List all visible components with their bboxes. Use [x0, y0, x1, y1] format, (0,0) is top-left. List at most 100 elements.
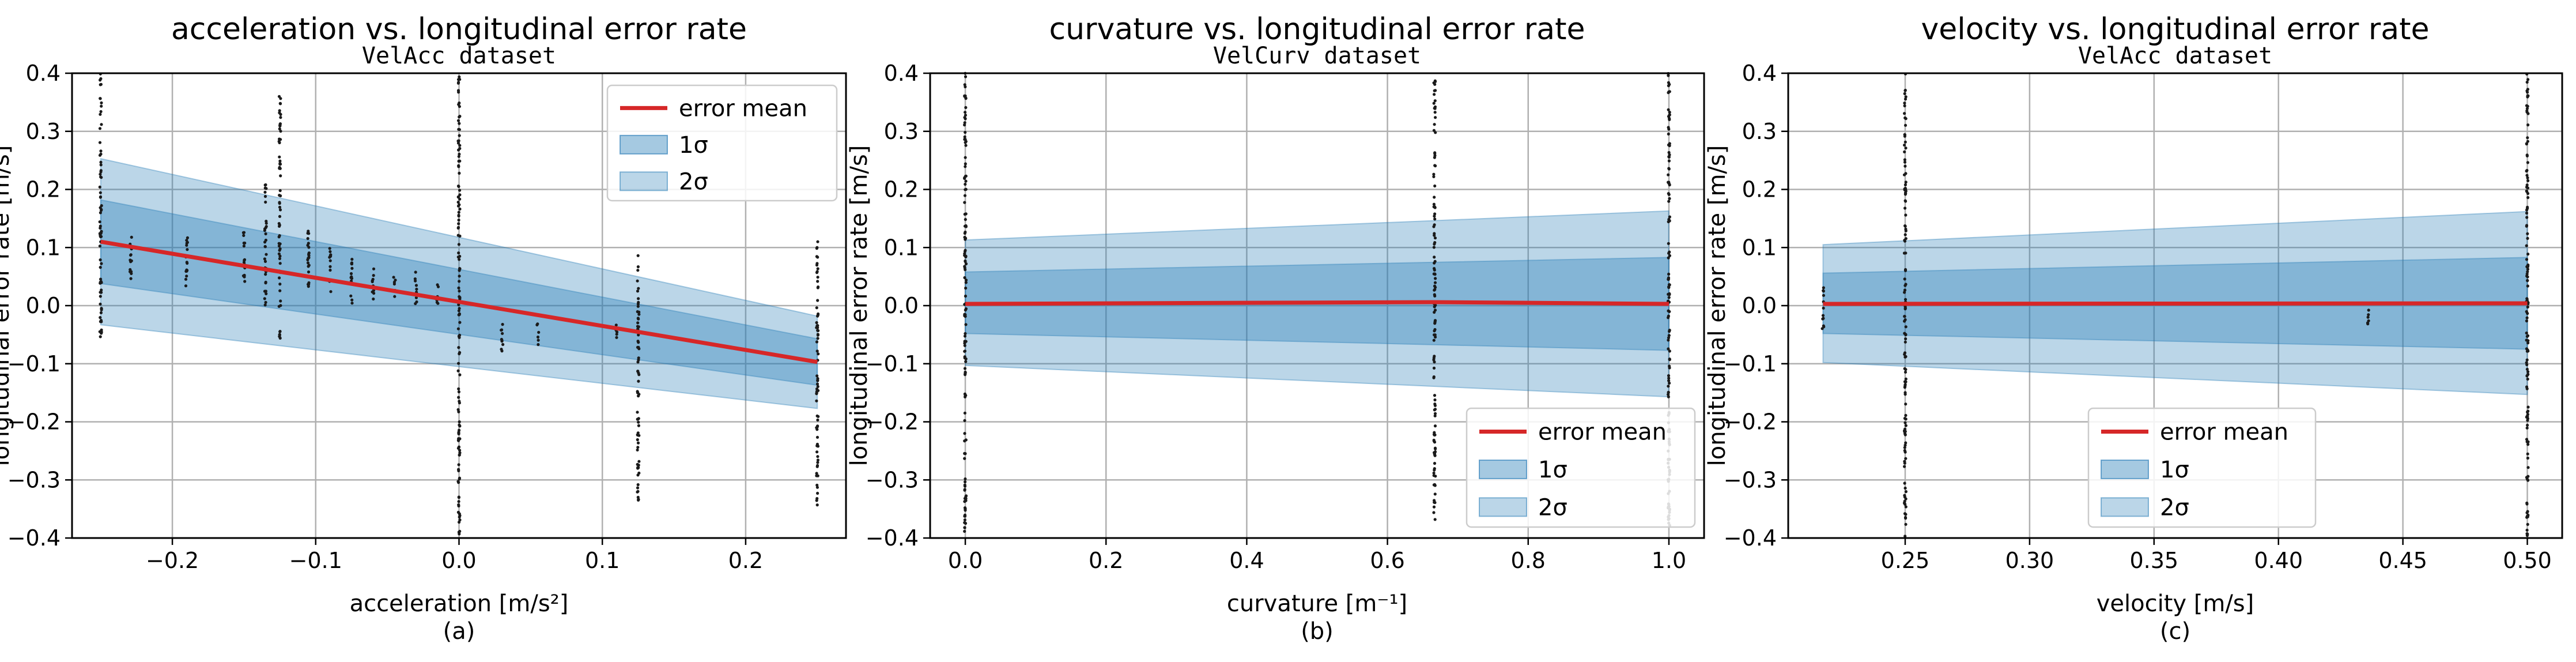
data-point: [964, 279, 968, 282]
data-point: [2526, 409, 2530, 413]
data-point: [964, 507, 967, 511]
data-point: [636, 254, 640, 257]
data-point: [1904, 377, 1908, 381]
data-point: [1903, 160, 1907, 164]
data-point: [964, 309, 967, 312]
x-tick-label: 0.25: [1881, 548, 1930, 573]
data-point: [1433, 518, 1437, 521]
data-point: [1433, 431, 1436, 434]
data-point: [278, 276, 281, 280]
data-point: [636, 321, 640, 325]
data-point: [964, 85, 967, 89]
data-point: [2525, 367, 2529, 371]
data-point: [1668, 381, 1671, 385]
data-point: [263, 289, 267, 293]
data-point: [264, 300, 267, 304]
data-point: [1903, 224, 1907, 228]
data-point: [265, 221, 268, 225]
legend-label: 1σ: [1538, 457, 1567, 483]
data-point: [2526, 452, 2529, 456]
data-point: [2525, 363, 2529, 367]
data-point: [1668, 293, 1671, 296]
y-tick-label: −0.4: [7, 525, 61, 551]
data-point: [963, 457, 966, 460]
data-point: [1904, 333, 1908, 337]
data-point: [457, 251, 460, 255]
data-point: [1432, 175, 1436, 178]
panel-label: (b): [1301, 618, 1334, 645]
x-tick-label: −0.1: [289, 548, 342, 573]
data-point: [2525, 265, 2529, 269]
data-point: [99, 82, 103, 86]
data-point: [2526, 334, 2530, 337]
data-point: [456, 408, 460, 412]
data-point: [277, 242, 281, 245]
data-point: [1904, 95, 1908, 99]
data-point: [242, 234, 245, 237]
data-point: [1904, 441, 1908, 445]
legend: error mean 1σ 2σ: [1465, 407, 1696, 528]
data-point: [2525, 104, 2528, 107]
data-point: [636, 490, 639, 494]
data-point: [2525, 80, 2529, 84]
error-mean-line: [965, 300, 1669, 306]
data-point: [100, 123, 103, 126]
y-axis-label: longitudinal error rate [m/s]: [846, 145, 872, 467]
data-point: [186, 261, 189, 265]
data-point: [637, 424, 640, 427]
data-point: [1432, 511, 1436, 514]
data-point: [349, 272, 353, 276]
data-point: [615, 336, 618, 339]
data-point: [2526, 236, 2529, 240]
data-point: [278, 189, 282, 193]
data-point: [963, 392, 966, 396]
data-point: [2525, 258, 2529, 261]
data-point: [964, 156, 967, 159]
data-point: [1904, 368, 1908, 371]
data-point: [815, 486, 819, 489]
legend-label: 1σ: [2160, 457, 2189, 483]
data-point: [963, 94, 966, 97]
data-point: [816, 458, 819, 462]
data-point: [458, 146, 462, 151]
data-point: [1433, 461, 1437, 465]
y-axis-label: longitudinal error rate [m/s]: [0, 145, 14, 467]
data-point: [2525, 107, 2529, 110]
data-point: [99, 97, 102, 100]
data-point: [99, 311, 103, 315]
data-point: [99, 277, 103, 281]
data-point: [1822, 286, 1825, 289]
data-point: [1904, 522, 1908, 526]
data-point: [2526, 275, 2529, 279]
y-tick-label: −0.4: [1724, 525, 1777, 551]
data-point: [1668, 183, 1671, 187]
y-tick-label: 0.3: [1742, 119, 1777, 144]
x-tick-label: 0.35: [2129, 548, 2178, 573]
data-point: [815, 382, 819, 386]
data-point: [458, 171, 461, 175]
data-point: [815, 399, 818, 403]
data-point: [1667, 285, 1671, 289]
data-point: [637, 466, 640, 469]
data-point: [457, 496, 461, 499]
data-point: [2525, 426, 2529, 430]
data-point: [815, 435, 819, 439]
data-point: [2525, 183, 2529, 187]
data-point: [963, 484, 967, 488]
data-point: [816, 333, 819, 337]
data-point: [99, 152, 103, 156]
data-point: [1904, 146, 1908, 150]
data-point: [264, 200, 267, 204]
data-point: [1434, 89, 1437, 92]
data-point: [98, 330, 101, 333]
data-point: [2526, 423, 2529, 427]
data-point: [1903, 97, 1908, 101]
data-point: [99, 280, 102, 284]
data-point: [1432, 474, 1436, 477]
data-point: [99, 149, 103, 153]
data-point: [100, 230, 103, 233]
data-point: [2525, 174, 2529, 177]
legend-swatch-1sigma: [1479, 459, 1527, 479]
data-point: [1903, 188, 1906, 191]
data-point: [1903, 465, 1906, 468]
